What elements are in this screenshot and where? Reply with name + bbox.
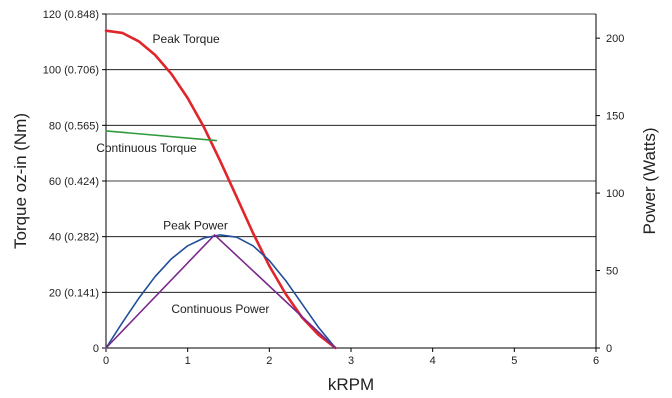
y-left-tick-label: 80 (0.565): [49, 120, 99, 132]
series-lines: [104, 29, 337, 350]
y-left-tick-label: 40 (0.282): [49, 232, 99, 244]
y-left-axis-title: Torque oz-in (Nm): [11, 113, 30, 249]
y-left-tick-label: 120 (0.848): [43, 9, 99, 21]
y-right-tick-label: 0: [606, 343, 612, 355]
y-right-tick-label: 100: [606, 188, 624, 200]
annotations: Peak Torque Continuous Torque Peak Power Co…: [96, 32, 269, 316]
grid-lines: [106, 13, 596, 293]
x-tick-label: 3: [348, 355, 354, 367]
x-tick-label: 4: [430, 355, 436, 367]
y-left-tick-label: 60 (0.424): [49, 176, 99, 188]
y-right-tick-label: 200: [606, 33, 624, 45]
y-right-axis-title: Power (Watts): [640, 127, 659, 234]
x-tick-label: 5: [511, 355, 517, 367]
continuous-torque-line: [105, 130, 218, 142]
x-tick-label: 2: [266, 355, 272, 367]
peak-torque-line: [104, 29, 337, 350]
y-right-tick-label: 150: [606, 111, 624, 123]
x-tick-label: 0: [103, 355, 109, 367]
peak-power-line: [105, 234, 337, 349]
axes: [102, 13, 600, 352]
y-left-tick-label: 0: [93, 343, 99, 355]
continuous-torque-label: Continuous Torque: [96, 141, 197, 155]
x-tick-label: 1: [185, 355, 191, 367]
x-axis-title: kRPM: [328, 375, 374, 394]
peak-power-label: Peak Power: [163, 218, 228, 232]
y-left-tick-label: 20 (0.141): [49, 287, 99, 299]
continuous-power-label: Continuous Power: [171, 302, 269, 316]
y-left-tick-label: 100 (0.706): [43, 65, 99, 77]
y-right-tick-label: 50: [606, 266, 618, 278]
peak-torque-label: Peak Torque: [153, 32, 220, 46]
x-tick-label: 6: [593, 355, 599, 367]
continuous-power-line: [105, 234, 337, 349]
